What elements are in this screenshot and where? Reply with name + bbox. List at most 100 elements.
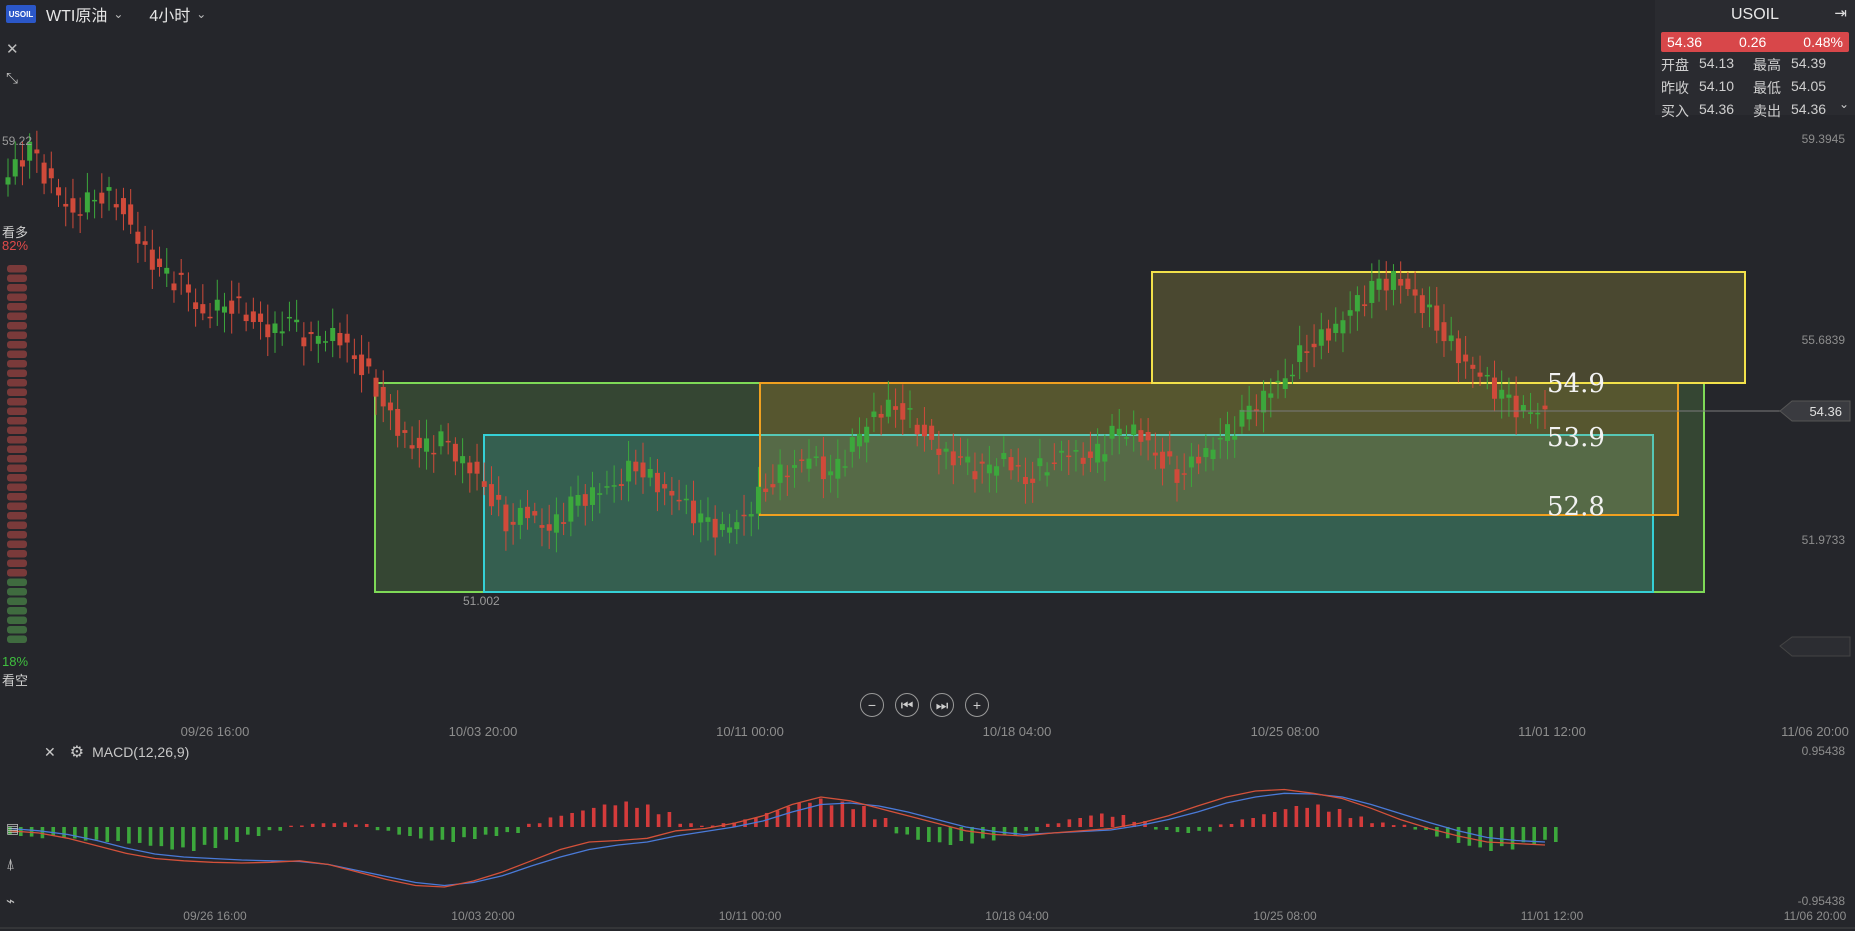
symbol-selector[interactable]: WTI原油 ⌄ (46, 2, 123, 26)
candle-body (1051, 462, 1057, 465)
macd-histogram-bar (148, 827, 153, 846)
candle-body (221, 306, 227, 313)
candle-body (965, 456, 971, 463)
candle-body (113, 204, 119, 208)
candle-body (1347, 310, 1353, 316)
candle-body (409, 445, 415, 449)
candle-body (1304, 351, 1310, 353)
macd-histogram-bar (581, 810, 585, 827)
candle-body (337, 332, 343, 346)
candle-body (1535, 412, 1541, 415)
candle-body (416, 437, 422, 449)
candle-body (1030, 478, 1036, 483)
candle-body (1073, 450, 1079, 452)
macd-histogram-bar (1510, 827, 1515, 850)
macd-histogram-bar (137, 827, 142, 843)
candle-body (63, 203, 69, 207)
candle-body (972, 471, 978, 480)
macd-histogram-bar (1532, 827, 1536, 845)
candle-body (712, 518, 718, 538)
jump-start-button[interactable]: ⏮ (895, 693, 919, 717)
candle-body (77, 214, 83, 216)
macd-histogram-bar (1413, 827, 1418, 830)
candle-body (1095, 443, 1101, 463)
candle-body (856, 433, 862, 447)
sentiment-segment (7, 559, 27, 567)
sentiment-segment (7, 341, 27, 349)
candle-body (467, 462, 473, 474)
sentiment-segment (7, 607, 27, 615)
macd-time-axis-label: 11/06 20:00 (1784, 909, 1847, 923)
macd-histogram-bar (700, 825, 704, 827)
bull-percent: 82% (2, 238, 29, 253)
candle-body (34, 149, 40, 154)
time-axis-label: 10/11 00:00 (716, 724, 784, 739)
candle-body (561, 522, 567, 524)
collapse-icon[interactable]: ⤡ (6, 70, 19, 87)
macd-histogram-bar (375, 827, 380, 831)
macd-histogram-bar (332, 823, 337, 827)
candle-body (1455, 338, 1461, 364)
macd-histogram-bar (872, 819, 877, 827)
price-bar: 54.36 0.26 0.48% (1661, 32, 1849, 52)
candle-body (1188, 456, 1194, 468)
macd-histogram-bar (1305, 807, 1309, 827)
candle-body (683, 498, 689, 501)
gear-icon[interactable]: ⚙ (69, 744, 85, 761)
pulse-icon[interactable]: ⌁ (6, 893, 16, 910)
chevron-down-icon[interactable]: ⌄ (1838, 97, 1849, 111)
macd-histogram-bar (894, 827, 899, 834)
candle-body (994, 466, 1000, 476)
current-price-tag (1779, 400, 1851, 422)
candle-body (27, 141, 33, 161)
candle-body (56, 187, 62, 196)
zoom-out-button[interactable]: − (860, 693, 884, 717)
sentiment-segment (7, 303, 27, 311)
indicator-icon[interactable]: ▤ (6, 820, 20, 836)
candle-body (1217, 437, 1223, 440)
sentiment-segment (7, 284, 27, 292)
row-open-high: 开盘 54.13 最高 54.39 (1655, 55, 1855, 75)
macd-histogram-bar (1240, 819, 1245, 827)
macd-histogram-bar (1521, 827, 1526, 843)
candle-body (92, 199, 98, 202)
candle-body (1383, 278, 1389, 291)
sentiment-segment (7, 388, 27, 396)
macd-histogram-bar (645, 804, 650, 827)
macd-histogram-bar (267, 827, 272, 831)
candle-body (1246, 405, 1252, 420)
macd-label: MACD(12,26,9) (92, 744, 190, 760)
candle-body (669, 490, 675, 496)
draw-tool-icon[interactable]: ⍋ (6, 856, 16, 873)
macd-histogram-bar (710, 825, 715, 827)
candle-body (1528, 412, 1534, 414)
candle-body (41, 162, 47, 184)
jump-end-button[interactable]: ⏭ (930, 693, 954, 717)
sentiment-segment (7, 550, 27, 558)
candle-body (344, 333, 350, 343)
candle-body (604, 486, 610, 488)
candle-body (236, 296, 242, 299)
candle-body (1470, 364, 1476, 369)
sentiment-segment (7, 369, 27, 377)
sentiment-segment (7, 417, 27, 425)
sentiment-segment (7, 455, 27, 463)
zoom-in-button[interactable]: + (965, 693, 989, 717)
candle-body (943, 448, 949, 452)
macd-histogram-bar (1402, 824, 1407, 827)
macd-histogram-bar (29, 827, 34, 837)
exit-icon[interactable]: ⇥ (1834, 5, 1847, 22)
candle-body (438, 431, 444, 447)
close-icon[interactable]: ✕ (44, 743, 56, 760)
timeframe-selector[interactable]: 4小时 ⌄ (149, 2, 206, 26)
candle-body (1333, 323, 1339, 333)
macd-histogram-bar (1175, 827, 1180, 833)
macd-histogram-bar (213, 827, 218, 848)
bull-label: 看多 (2, 225, 29, 240)
low-label: 最低 (1753, 80, 1781, 96)
macd-histogram-bar (159, 827, 164, 847)
close-icon[interactable]: ✕ (6, 41, 19, 58)
macd-histogram-bar (127, 827, 131, 844)
candle-body (763, 488, 769, 492)
